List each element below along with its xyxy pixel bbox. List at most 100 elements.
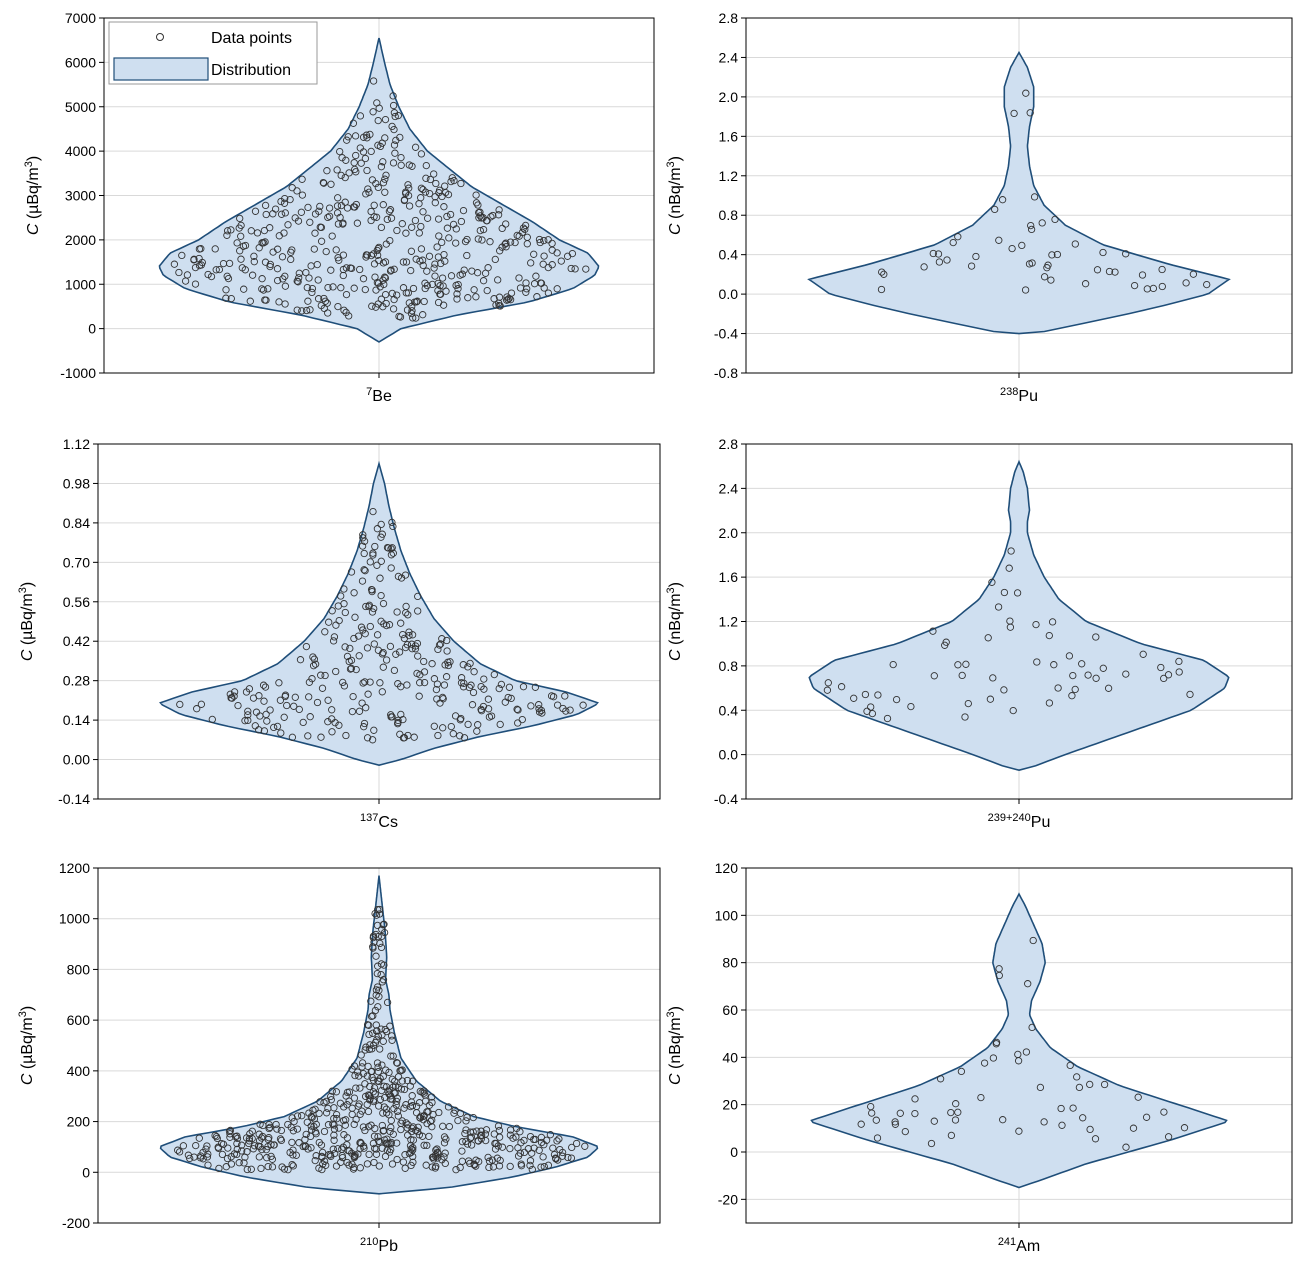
data-point xyxy=(306,713,314,721)
data-point xyxy=(934,250,943,258)
data-point xyxy=(225,259,234,268)
data-point xyxy=(227,226,235,234)
data-point xyxy=(284,221,292,229)
y-tick-label-7: 2.0 xyxy=(719,89,739,105)
data-points xyxy=(857,936,1189,1151)
data-point xyxy=(375,243,383,252)
data-point xyxy=(350,589,358,597)
data-point xyxy=(340,682,349,690)
data-point xyxy=(388,1160,397,1168)
data-point xyxy=(360,719,369,728)
y-tick-label-0: -1000 xyxy=(60,365,96,381)
data-point xyxy=(366,678,374,686)
data-point xyxy=(1022,89,1030,97)
data-point xyxy=(269,210,277,218)
data-point xyxy=(380,1103,388,1111)
data-point xyxy=(381,273,389,281)
data-point xyxy=(175,1148,184,1156)
data-point xyxy=(911,1095,919,1103)
data-point xyxy=(376,1045,384,1053)
data-point xyxy=(467,1141,476,1149)
data-point xyxy=(385,1111,393,1119)
data-point xyxy=(553,701,562,709)
data-point xyxy=(868,709,877,718)
data-point xyxy=(316,202,324,211)
data-point xyxy=(374,244,382,253)
data-point xyxy=(401,1164,409,1172)
data-point xyxy=(527,259,535,267)
data-point xyxy=(416,1113,424,1122)
data-point xyxy=(527,702,535,710)
data-point xyxy=(1092,633,1100,641)
data-point xyxy=(260,727,269,735)
y-label-variable: C xyxy=(25,223,42,235)
data-point xyxy=(393,608,401,616)
data-point xyxy=(393,1097,401,1106)
data-point xyxy=(388,518,396,527)
data-point xyxy=(544,263,552,272)
data-point xyxy=(382,240,390,248)
data-point xyxy=(453,295,461,303)
data-point xyxy=(261,258,270,266)
data-point xyxy=(317,301,325,310)
data-point xyxy=(1025,260,1034,268)
y-tick-label-2: 0.14 xyxy=(63,712,90,728)
data-point xyxy=(1091,1135,1100,1143)
data-point xyxy=(423,267,431,275)
data-point xyxy=(330,1136,338,1144)
data-point xyxy=(383,543,392,552)
data-point xyxy=(518,228,527,237)
y-tick-label-2: 0.4 xyxy=(719,702,739,718)
data-point xyxy=(390,265,398,273)
data-point xyxy=(476,226,484,235)
data-point xyxy=(440,1139,449,1147)
y-axis-label: C (nBq/m3) xyxy=(665,1006,684,1085)
data-point xyxy=(361,154,370,163)
data-point xyxy=(339,271,347,280)
data-point xyxy=(935,258,944,266)
data-point xyxy=(391,112,399,121)
data-point xyxy=(954,233,962,241)
x-label-mass-number: 137 xyxy=(360,812,378,824)
y-tick-label-2: 0.0 xyxy=(719,286,739,302)
data-point xyxy=(1175,657,1183,666)
data-point xyxy=(361,567,369,575)
data-point xyxy=(414,592,422,601)
data-point xyxy=(277,210,286,218)
data-point xyxy=(1047,276,1055,284)
data-point xyxy=(411,143,420,151)
data-point xyxy=(1045,631,1053,640)
data-point xyxy=(1164,1133,1173,1141)
data-point xyxy=(343,136,351,144)
data-point xyxy=(351,613,359,621)
data-point xyxy=(356,265,364,274)
data-point xyxy=(368,586,376,594)
data-point xyxy=(462,1117,470,1125)
data-point xyxy=(992,1038,1001,1047)
data-point xyxy=(288,1114,296,1122)
data-point xyxy=(480,675,488,683)
data-point xyxy=(401,1151,409,1159)
data-point xyxy=(376,574,384,582)
data-point xyxy=(332,1110,341,1119)
data-point xyxy=(280,1165,289,1173)
data-point xyxy=(407,1145,415,1153)
y-tick-label-7: 120 xyxy=(715,860,739,876)
data-point xyxy=(379,599,388,608)
data-point xyxy=(273,722,282,731)
data-point xyxy=(175,268,183,277)
data-point xyxy=(287,255,295,264)
data-point xyxy=(405,628,413,636)
data-point xyxy=(359,1123,368,1131)
data-point xyxy=(386,1095,395,1103)
data-point xyxy=(236,247,244,255)
data-point xyxy=(320,1127,329,1136)
y-tick-label-8: 2.4 xyxy=(719,49,739,65)
data-point xyxy=(377,533,385,541)
data-point xyxy=(204,1161,212,1169)
violin-241Am xyxy=(810,892,1228,1189)
data-point xyxy=(374,116,382,125)
data-point xyxy=(350,1120,358,1129)
data-point xyxy=(369,1029,377,1037)
data-point xyxy=(443,212,451,221)
